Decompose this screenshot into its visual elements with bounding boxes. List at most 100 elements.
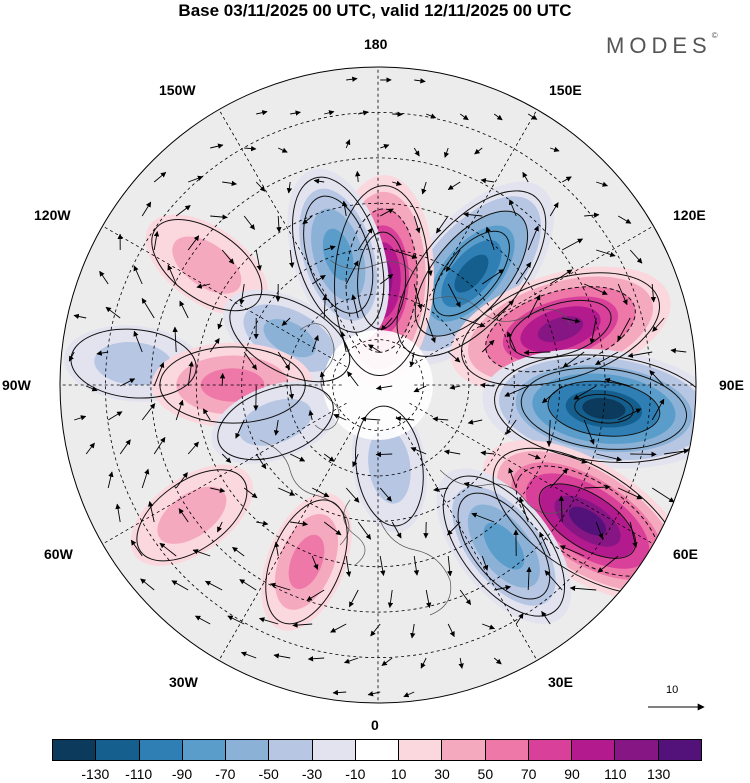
wind-arrow: [352, 453, 359, 468]
wind-arrow: [481, 269, 505, 285]
colorbar-swatch: [658, 740, 701, 760]
reference-vector-label: 10: [666, 684, 679, 696]
colorbar-tick-label: -30: [301, 766, 323, 782]
contour-line: [509, 299, 612, 359]
wind-arrow: [527, 225, 539, 251]
wind-arrow: [447, 351, 461, 363]
wind-arrow: [188, 175, 204, 183]
anomaly-band: [368, 428, 411, 504]
wind-arrow: [651, 487, 675, 503]
wind-arrow: [346, 76, 358, 82]
wind-arrow: [562, 351, 585, 368]
graticule: [60, 67, 696, 703]
wind-arrow: [276, 215, 282, 233]
wind-arrow: [584, 283, 608, 295]
wind-arrow: [311, 274, 326, 285]
wind-arrow: [392, 249, 418, 259]
contour-line: [432, 230, 510, 317]
wind-arrow: [447, 555, 453, 577]
wind-arrow: [217, 317, 223, 330]
wind-arrow: [306, 589, 325, 601]
pole-blank: [323, 330, 433, 440]
wind-arrow: [414, 78, 426, 84]
wind-arrow: [409, 351, 415, 368]
lon-label-60e: 60E: [673, 546, 698, 562]
wind-arrow: [153, 230, 160, 251]
wind-arrow: [107, 411, 123, 421]
wind-arrow: [596, 453, 623, 462]
wind-arrow: [562, 317, 581, 324]
colorbar-swatch: [615, 740, 659, 760]
contour-line: [151, 219, 263, 312]
wind-arrow: [392, 180, 402, 186]
wind-arrow: [381, 657, 393, 666]
wind-arrow: [324, 110, 335, 116]
meridian-line: [218, 416, 361, 661]
contour-line: [414, 210, 529, 337]
wind-arrow: [119, 439, 131, 455]
contour-line: [574, 393, 634, 424]
wind-arrow: [355, 170, 361, 183]
colorbar-swatch: [528, 740, 573, 760]
wind-arrow: [425, 317, 436, 344]
wind-arrow: [288, 385, 295, 400]
wind-arrow: [202, 408, 211, 421]
wind-arrow: [595, 351, 619, 365]
wind-arrow: [133, 330, 143, 353]
wind-arrow: [178, 508, 189, 523]
wind-arrow: [148, 500, 155, 523]
wind-arrow: [187, 235, 200, 251]
wind-arrow: [413, 147, 420, 157]
wind-arrow: [141, 201, 152, 217]
wind-arrow: [333, 413, 347, 421]
wind-arrow: [596, 181, 609, 187]
wind-arrow: [302, 215, 313, 225]
wind-arrow: [277, 351, 291, 370]
wind-arrow: [421, 181, 427, 195]
anomaly-band: [537, 316, 584, 343]
wind-arrow: [458, 657, 464, 669]
contour-pos-55E: [136, 469, 248, 562]
wind-arrow: [256, 110, 268, 116]
lon-label-0: 0: [371, 717, 379, 733]
wind-arrow: [256, 520, 269, 526]
wind-arrow: [243, 351, 257, 371]
meridian-line: [102, 225, 347, 368]
wind-arrow: [133, 265, 143, 285]
wind-arrow: [311, 334, 319, 353]
wind-arrow: [508, 467, 517, 489]
wind-arrow: [130, 539, 143, 557]
wind-arrow: [433, 486, 449, 493]
anomaly-pos-30E: [261, 493, 352, 631]
contour-line: [457, 492, 551, 600]
colorbar-tick-label: 110: [604, 766, 627, 782]
wind-arrow: [367, 344, 381, 353]
wind-arrow: [528, 453, 541, 460]
wind-arrow: [119, 378, 136, 387]
wind-arrow: [627, 351, 653, 359]
contour-line: [485, 286, 636, 373]
modes-logo: MODES©: [606, 31, 718, 59]
wind-arrow: [343, 657, 359, 664]
wind-arrow: [141, 468, 150, 489]
colorbar-swatch: [139, 740, 183, 760]
wind-arrow: [387, 589, 394, 609]
wind-arrow: [210, 214, 228, 220]
colorbar-tick-label: -50: [258, 766, 279, 782]
contour-pos-175E: [334, 185, 430, 377]
wind-arrow: [494, 585, 512, 591]
wind-arrow: [559, 545, 585, 557]
wind-arrow: [105, 306, 121, 319]
latitude-circle: [332, 339, 424, 431]
wind-arrow: [289, 249, 295, 269]
wind-arrow: [210, 487, 226, 493]
wind-arrow: [391, 521, 402, 539]
lon-label-90e: 90E: [719, 377, 744, 393]
contour-line: [265, 499, 348, 625]
contour-line: [494, 354, 696, 464]
anomaly-band: [157, 486, 227, 544]
wind-arrow: [443, 147, 450, 158]
colorbar-tick-label: -130: [81, 766, 110, 782]
wind-arrow: [432, 416, 449, 422]
wind-arrow: [340, 331, 347, 353]
